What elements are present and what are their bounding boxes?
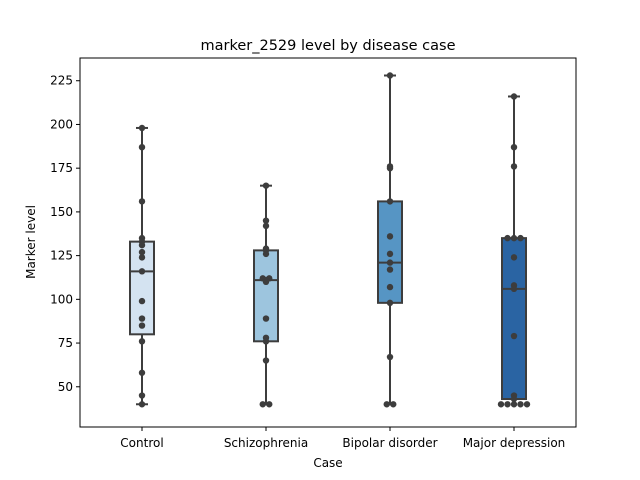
data-point xyxy=(259,401,266,408)
data-point xyxy=(510,285,518,293)
data-point xyxy=(262,315,270,322)
data-point xyxy=(523,401,531,408)
plot-area xyxy=(129,72,531,408)
data-point xyxy=(266,401,273,408)
y-tick-label: 75 xyxy=(58,336,73,350)
data-point xyxy=(138,369,146,376)
data-point xyxy=(138,241,146,249)
data-point xyxy=(262,182,270,189)
data-point xyxy=(138,401,146,408)
data-point xyxy=(386,250,394,258)
y-axis-label: Marker level xyxy=(24,205,38,279)
plot-frame xyxy=(79,57,577,428)
data-point xyxy=(386,233,394,240)
box-iqr xyxy=(253,249,279,343)
data-point xyxy=(138,268,146,275)
data-point xyxy=(510,93,518,100)
y-tick-label: 50 xyxy=(58,380,73,394)
y-tick-label: 175 xyxy=(50,161,73,175)
box-group-1 xyxy=(253,182,279,408)
data-point xyxy=(138,198,146,205)
data-point xyxy=(138,143,146,151)
data-point xyxy=(510,332,518,340)
box-iqr xyxy=(501,237,527,401)
data-point xyxy=(386,353,394,361)
x-tick-label: Control xyxy=(120,436,163,450)
data-point xyxy=(262,222,270,230)
data-point xyxy=(138,315,146,322)
data-point xyxy=(510,234,518,242)
data-point xyxy=(386,299,394,307)
data-point xyxy=(504,401,511,408)
y-tick-label: 100 xyxy=(50,292,73,306)
chart-title: marker_2529 level by disease case xyxy=(201,38,456,54)
data-point xyxy=(138,338,146,345)
data-point xyxy=(510,401,518,408)
data-point xyxy=(386,283,394,291)
data-point xyxy=(510,254,518,261)
data-point xyxy=(504,234,511,242)
x-axis-label: Case xyxy=(313,456,342,470)
data-point xyxy=(386,198,394,205)
data-point xyxy=(386,164,394,172)
data-point xyxy=(138,297,146,305)
data-point xyxy=(138,322,146,329)
data-point xyxy=(386,72,394,79)
data-point xyxy=(262,278,270,286)
box-group-2 xyxy=(377,72,403,408)
axes: 50 75 100 125 150 175 200 225 Control Schizophren… xyxy=(50,74,565,450)
data-point xyxy=(262,217,270,224)
data-point xyxy=(138,248,146,256)
y-tick-label: 225 xyxy=(50,74,73,88)
data-point xyxy=(262,338,270,345)
data-point xyxy=(383,401,390,408)
x-tick-label: Major depression xyxy=(463,436,566,450)
box-group-0 xyxy=(129,124,155,408)
data-point xyxy=(390,401,397,408)
x-tick-label: Bipolar disorder xyxy=(342,436,437,450)
y-tick-label: 200 xyxy=(50,117,73,131)
y-tick-label: 125 xyxy=(50,249,73,263)
data-point xyxy=(262,250,270,258)
data-point xyxy=(510,143,518,151)
data-point xyxy=(510,395,518,403)
x-tick-label: Schizophrenia xyxy=(224,436,308,450)
data-point xyxy=(517,401,524,408)
data-point xyxy=(517,234,524,242)
data-point xyxy=(386,259,394,266)
y-tick-label: 150 xyxy=(50,205,73,219)
data-point xyxy=(510,163,518,170)
data-point xyxy=(138,392,146,399)
data-point xyxy=(262,357,270,364)
data-point xyxy=(497,401,505,408)
data-point xyxy=(386,266,394,273)
data-point xyxy=(138,124,146,132)
data-point xyxy=(138,254,146,261)
box-group-3 xyxy=(497,93,531,408)
